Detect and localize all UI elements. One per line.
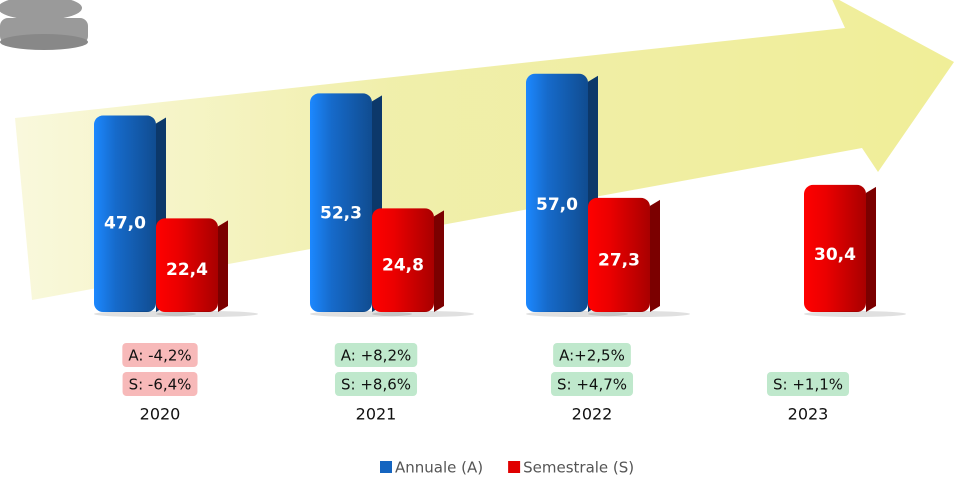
annotation-box [122,343,198,367]
value-label: 24,8 [382,255,424,275]
x-tick-label: 2022 [572,405,613,424]
coin-icon [0,0,88,50]
annotation-box [122,372,198,396]
legend-label: Semestrale (S) [523,459,634,477]
bar [94,115,156,312]
bar [588,197,650,312]
value-label: 27,3 [598,251,640,271]
legend-label: Annuale (A) [395,459,483,477]
annotation-box [334,343,418,367]
bar-side [218,220,228,312]
bar-shadow [372,311,474,317]
annotation: A:+2,5% [559,347,625,365]
bar [156,218,218,312]
annotation-box [334,372,418,396]
annotation-box [553,343,631,367]
annotation: S: +8,6% [341,376,411,394]
annotation: S: +1,1% [773,376,843,394]
value-label: 47,0 [104,214,146,234]
legend-swatch [508,461,521,473]
bar-side [866,186,876,312]
bar [804,184,866,312]
x-tick-label: 2023 [788,405,829,424]
annotation-box [550,372,634,396]
annotation: S: -6,4% [129,376,192,394]
background-arrow [15,0,954,300]
bar-side [650,199,660,312]
annotation: A: -4,2% [128,347,191,365]
bar-side [434,210,444,312]
bar-shadow [94,311,196,317]
plot: 47,0 52,3 57,0 22,4 24,8 27,3 30,4 A: -4,2% S: -… [94,73,906,477]
legend-swatch [380,461,392,473]
bar-shadow [310,311,412,317]
annotation: A: +8,2% [341,347,412,365]
bar-shadow [588,311,690,317]
value-label: 57,0 [536,195,578,215]
bar [526,73,588,313]
x-tick-label: 2021 [356,405,397,424]
bar [372,208,434,312]
value-label: 22,4 [166,260,208,280]
value-label: 52,3 [320,204,362,224]
annotation: S: +4,7% [557,376,627,394]
bar-shadow [804,311,906,317]
x-tick-label: 2020 [140,405,181,424]
bar [310,93,372,312]
annotation-box [766,372,850,396]
bar-shadow [156,311,258,317]
value-label: 30,4 [814,245,856,265]
bar-shadow [526,311,628,317]
